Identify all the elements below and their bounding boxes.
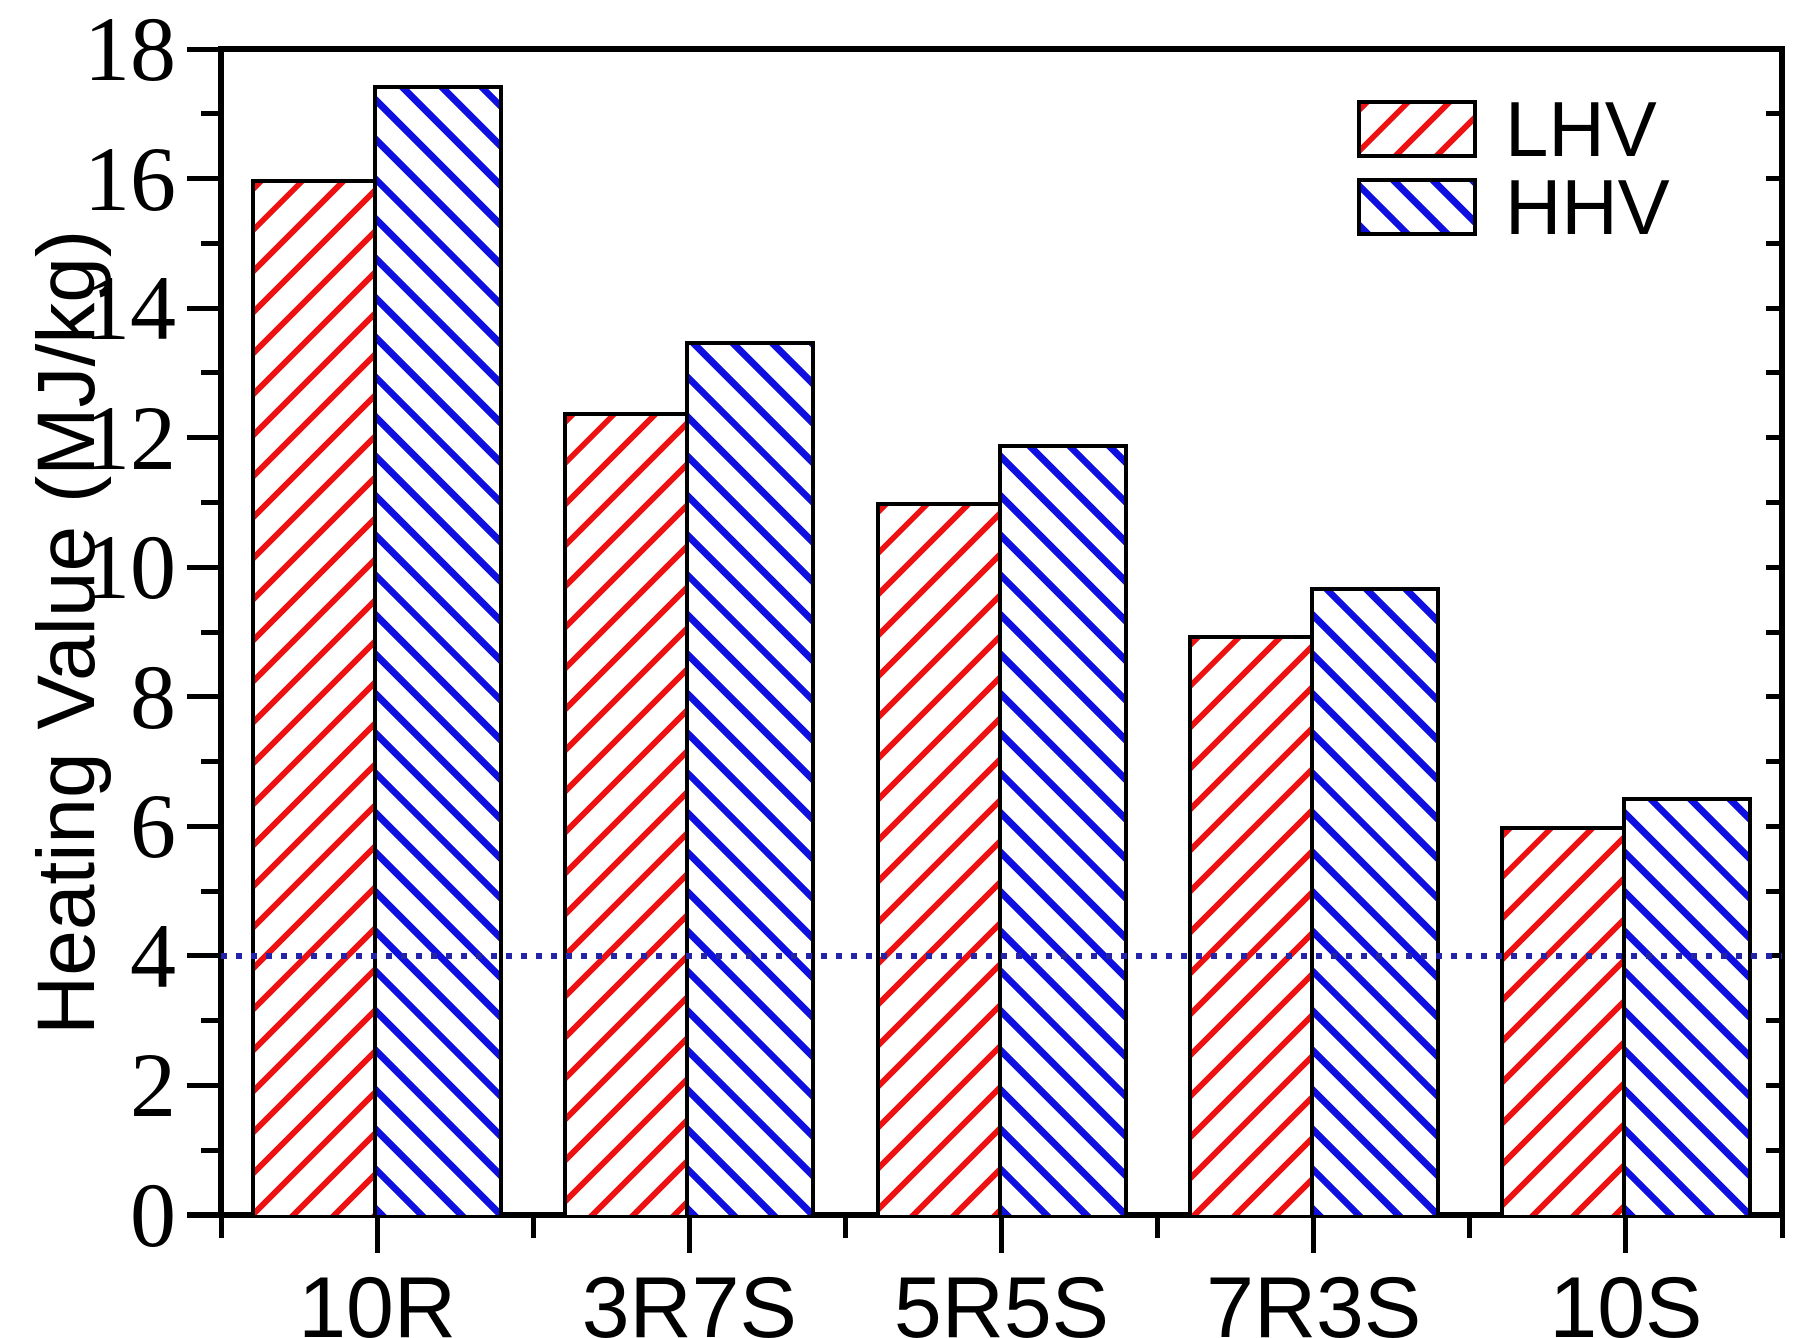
legend-hhv-swatch-icon xyxy=(1357,178,1477,236)
y-tick-label: 4 xyxy=(130,904,176,1007)
y-major-tick xyxy=(187,823,221,829)
x-tick-label: 10R xyxy=(298,1260,456,1338)
x-major-tick xyxy=(1311,1215,1317,1253)
legend: LHV HHV xyxy=(1357,85,1670,256)
x-major-tick xyxy=(1623,1215,1629,1253)
x-minor-tick xyxy=(842,1215,848,1238)
y-minor-tick xyxy=(201,1147,221,1153)
legend-item-hhv: HHV xyxy=(1357,163,1670,251)
y-tick-label: 12 xyxy=(84,386,176,489)
x-tick-label: 5R5S xyxy=(893,1260,1110,1338)
y-minor-tick xyxy=(201,240,221,246)
bar-5r5s-hhv xyxy=(997,444,1128,1215)
y-major-tick xyxy=(187,694,221,700)
y-right-minor-tick xyxy=(1766,111,1782,117)
y-minor-tick xyxy=(201,888,221,894)
x-major-tick xyxy=(374,1215,380,1253)
y-major-tick xyxy=(187,564,221,570)
y-tick-label: 10 xyxy=(84,516,176,619)
bar-10s-hhv xyxy=(1621,797,1752,1215)
x-major-tick xyxy=(999,1215,1004,1253)
y-right-minor-tick xyxy=(1766,694,1782,700)
y-tick-label: 0 xyxy=(130,1164,176,1266)
x-minor-tick xyxy=(1779,1215,1785,1238)
x-minor-tick xyxy=(530,1215,536,1238)
y-right-minor-tick xyxy=(1766,435,1782,441)
y-right-minor-tick xyxy=(1766,240,1782,246)
y-right-minor-tick xyxy=(1766,629,1782,635)
bar-10r-hhv xyxy=(373,84,504,1215)
bar-10s-lhv xyxy=(1499,826,1626,1215)
reference-line xyxy=(221,952,1782,959)
bar-3r7s-hhv xyxy=(685,340,816,1215)
y-right-minor-tick xyxy=(1766,305,1782,311)
y-tick-label: 16 xyxy=(84,127,176,230)
y-minor-tick xyxy=(201,629,221,635)
y-tick-label: 18 xyxy=(84,0,176,100)
y-minor-tick xyxy=(201,759,221,765)
top-axis-line xyxy=(218,46,1785,52)
y-right-minor-tick xyxy=(1766,759,1782,765)
y-major-tick xyxy=(187,1212,221,1218)
bar-10r-lhv xyxy=(251,178,378,1215)
y-tick-label: 14 xyxy=(84,257,176,360)
y-tick-label: 2 xyxy=(130,1034,176,1137)
right-axis-line xyxy=(1779,46,1785,1218)
y-right-minor-tick xyxy=(1766,370,1782,376)
y-right-minor-tick xyxy=(1766,499,1782,505)
legend-item-lhv: LHV xyxy=(1357,85,1670,173)
y-minor-tick xyxy=(201,499,221,505)
x-minor-tick xyxy=(218,1215,224,1238)
bar-5r5s-lhv xyxy=(875,502,1002,1215)
y-major-tick xyxy=(187,176,221,182)
y-right-minor-tick xyxy=(1766,823,1782,829)
bar-7r3s-lhv xyxy=(1187,635,1314,1215)
legend-hhv-label: HHV xyxy=(1505,163,1670,251)
y-minor-tick xyxy=(201,1018,221,1024)
x-minor-tick xyxy=(1155,1215,1161,1238)
bar-3r7s-lhv xyxy=(563,411,690,1215)
bar-7r3s-hhv xyxy=(1309,586,1440,1215)
y-minor-tick xyxy=(201,111,221,117)
y-right-minor-tick xyxy=(1766,1147,1782,1153)
y-major-tick xyxy=(187,305,221,311)
y-right-minor-tick xyxy=(1766,176,1782,182)
x-tick-label: 7R3S xyxy=(1206,1260,1422,1338)
x-tick-label: 10S xyxy=(1549,1260,1703,1338)
x-major-tick xyxy=(686,1215,692,1253)
x-tick-label: 3R7S xyxy=(581,1260,797,1338)
legend-lhv-swatch-icon xyxy=(1357,100,1477,158)
y-major-tick xyxy=(187,435,221,441)
y-right-minor-tick xyxy=(1766,1082,1782,1088)
y-minor-tick xyxy=(201,370,221,376)
legend-lhv-label: LHV xyxy=(1505,85,1657,173)
y-major-tick xyxy=(187,1082,221,1088)
y-right-minor-tick xyxy=(1766,564,1782,570)
y-major-tick xyxy=(187,953,221,959)
bottom-axis-line xyxy=(187,1212,1785,1218)
y-tick-label: 8 xyxy=(130,645,176,748)
y-major-tick xyxy=(187,46,221,52)
left-axis-line xyxy=(218,46,224,1218)
y-right-minor-tick xyxy=(1766,1018,1782,1024)
y-tick-label: 6 xyxy=(130,775,176,878)
x-minor-tick xyxy=(1467,1215,1473,1238)
y-right-minor-tick xyxy=(1766,888,1782,894)
